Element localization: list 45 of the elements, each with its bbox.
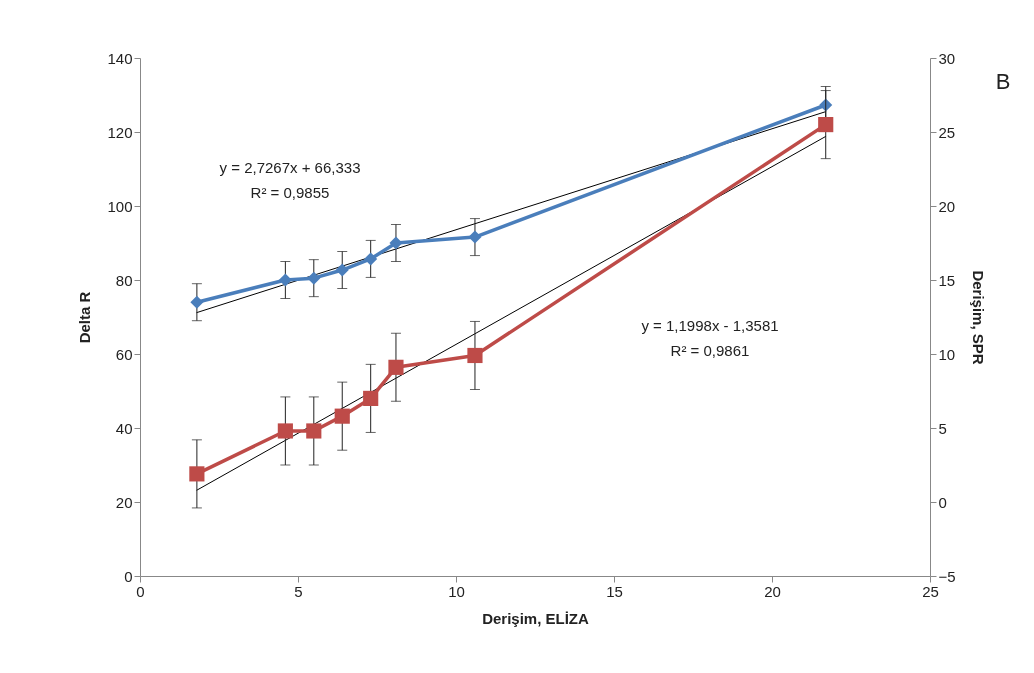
y2-tick-label: 20	[938, 197, 956, 215]
point	[388, 359, 404, 375]
annotation: y = 2,7267x + 66,333	[219, 159, 361, 176]
point	[278, 273, 292, 287]
point	[334, 408, 350, 424]
y-tick-label: 40	[115, 419, 133, 437]
text: B	[995, 69, 1011, 94]
point	[307, 271, 321, 285]
y-tick-label: 60	[115, 345, 133, 363]
annotation: R² = 0,9861	[670, 342, 750, 359]
y-tick-label: 20	[115, 493, 133, 511]
y2-tick-label: 10	[938, 345, 956, 363]
x-tick-label: 25	[922, 582, 939, 600]
x-tick-label: 5	[294, 582, 303, 600]
point	[467, 347, 483, 364]
y2-tick-label: 25	[938, 123, 956, 141]
y-tick-label: 80	[115, 271, 133, 289]
y-tick-label: 120	[107, 123, 133, 141]
y2-tick-label: 30	[938, 49, 956, 67]
point	[363, 390, 379, 406]
point	[306, 423, 322, 439]
point	[364, 252, 378, 266]
x-tick-label: 10	[448, 582, 465, 600]
x-tick-label: 0	[136, 582, 145, 600]
point	[389, 236, 403, 250]
y-axis-title: Delta R	[76, 291, 94, 344]
point	[818, 117, 834, 133]
point	[189, 466, 205, 482]
y2-axis-title: Derişim, SPR	[969, 270, 987, 365]
point	[468, 230, 482, 244]
point	[335, 263, 349, 277]
point	[190, 295, 204, 309]
y2-tick-label: 5	[938, 419, 947, 437]
y-tick-label: 140	[107, 49, 133, 67]
x-axis-title: Derişim, ELİZA	[482, 609, 590, 627]
point	[277, 423, 293, 439]
annotation: R² = 0,9855	[250, 184, 330, 201]
y-tick-label: 0	[124, 567, 133, 585]
x-tick-label: 15	[606, 582, 623, 600]
annotation: y = 1,1998x - 1,3581	[641, 317, 779, 334]
x-tick-label: 20	[764, 582, 781, 600]
y2-tick-label: 15	[938, 271, 956, 289]
y-tick-label: 100	[107, 197, 133, 215]
y2-tick-label: −5	[938, 567, 956, 585]
y2-tick-label: 0	[938, 493, 947, 511]
